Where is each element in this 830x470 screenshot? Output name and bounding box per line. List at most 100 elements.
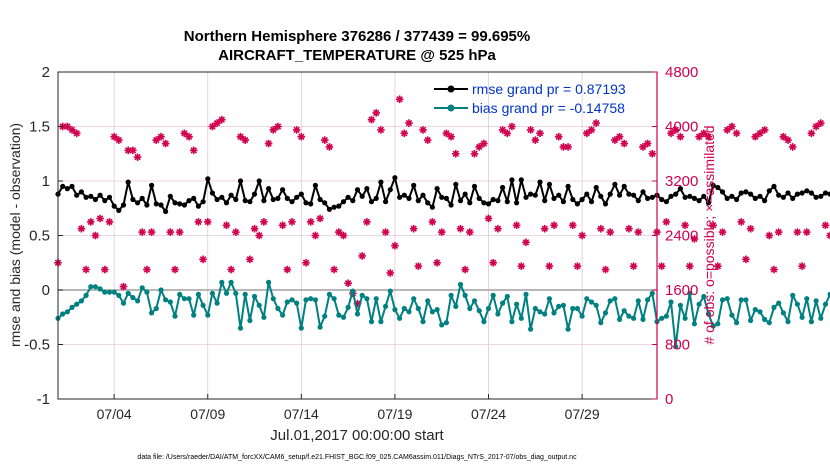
right-tick-label: 4800 (665, 64, 698, 81)
obs-point (498, 126, 507, 134)
obs-point (442, 129, 451, 138)
bias-series (55, 279, 830, 350)
x-axis-label: Jul.01,2017 00:00:00 start (270, 427, 444, 444)
bias-point (462, 292, 468, 298)
obs-point (166, 228, 175, 236)
legend-rmse-marker (447, 85, 455, 93)
obs-point (667, 129, 675, 138)
rmse-point (368, 199, 375, 205)
right-tick-label: 800 (665, 337, 690, 354)
bias-point (102, 289, 108, 295)
obs-point (86, 218, 95, 226)
bias-point (822, 301, 829, 307)
obs-point (765, 231, 774, 240)
obs-point (133, 153, 142, 161)
rmse-point (74, 192, 80, 198)
obs-point (288, 218, 296, 226)
obs-point (714, 262, 722, 270)
obs-point (185, 132, 193, 141)
x-tick-label: 07/09 (190, 406, 225, 422)
obs-point (475, 143, 483, 151)
bias-point (640, 316, 646, 322)
rmse-point (780, 194, 787, 200)
rmse-point (532, 192, 538, 198)
bias-point (64, 309, 70, 315)
bias-point (471, 298, 478, 304)
bias-point (790, 292, 796, 298)
rmse-point (359, 193, 365, 199)
rmse-point (687, 193, 693, 199)
rmse-point (649, 194, 655, 200)
bias-point (570, 305, 576, 312)
rmse-point (247, 199, 253, 205)
bias-point (677, 302, 684, 308)
bias-point (602, 310, 609, 316)
obs-point (423, 136, 432, 144)
bias-point (663, 313, 670, 319)
bias-point (673, 344, 679, 350)
rmse-point (401, 192, 407, 198)
rmse-point (476, 195, 482, 201)
rmse-point (542, 198, 548, 204)
obs-point (269, 126, 278, 134)
rmse-point (560, 199, 567, 205)
rmse-point (411, 182, 417, 188)
obs-point (774, 228, 783, 236)
bias-point (579, 313, 585, 319)
obs-point (793, 228, 802, 236)
rmse-point (724, 195, 730, 201)
bias-point (149, 310, 155, 316)
rmse-point (406, 195, 412, 201)
rmse-point (799, 190, 805, 196)
bias-point (120, 300, 127, 306)
obs-point (508, 122, 516, 131)
obs-point (419, 126, 427, 134)
bias-point (294, 300, 300, 306)
bias-point (593, 302, 599, 308)
rmse-point (429, 204, 435, 210)
left-tick-label: 2 (42, 64, 50, 81)
obs-point (746, 224, 755, 233)
bias-point (406, 309, 412, 315)
obs-point (798, 262, 806, 270)
obs-point (821, 221, 830, 230)
rmse-point (785, 190, 791, 196)
obs-point (671, 126, 680, 134)
rmse-point (794, 191, 801, 197)
obs-point (648, 149, 657, 158)
obs-point (367, 115, 376, 124)
x-tick-label: 07/19 (377, 406, 412, 422)
rmse-point (200, 199, 206, 205)
obs-point (143, 265, 151, 274)
obs-point (91, 231, 100, 240)
rmse-point (523, 194, 529, 200)
obs-point (437, 228, 446, 236)
bias-point (696, 301, 702, 307)
rmse-point (219, 194, 225, 200)
obs-point (236, 132, 245, 141)
rmse-point (617, 192, 623, 198)
bias-point (88, 284, 94, 290)
bias-point (219, 279, 225, 285)
legend-rmse-label: rmse grand pr = 0.87193 (472, 81, 626, 97)
bias-point (715, 321, 721, 327)
rmse-point (289, 199, 295, 205)
rmse-point (97, 192, 103, 198)
bias-point (411, 296, 417, 302)
rmse-point (565, 183, 571, 189)
obs-point (526, 126, 535, 134)
obs-point (246, 255, 254, 264)
obs-point (283, 265, 292, 274)
obs-point (227, 265, 235, 274)
obs-point (760, 126, 769, 134)
rmse-point (317, 196, 323, 203)
obs-point (573, 262, 582, 270)
obs-point (657, 262, 666, 270)
obs-point (807, 129, 816, 138)
obs-point (189, 146, 198, 155)
bias-point (387, 288, 393, 294)
rmse-point (270, 196, 276, 203)
bias-point (748, 317, 754, 324)
rmse-point (60, 183, 66, 189)
rmse-point (331, 204, 337, 210)
